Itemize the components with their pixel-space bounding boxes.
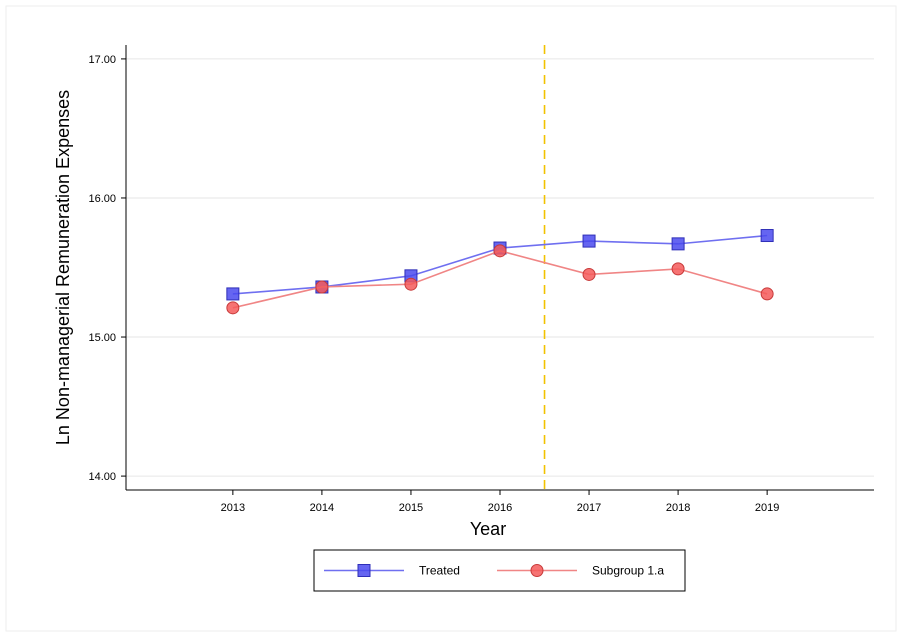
chart-background	[5, 5, 897, 632]
x-axis-title: Year	[470, 519, 506, 539]
y-axis-title: Ln Non-managerial Remuneration Expenses	[53, 90, 73, 445]
legend: Treated Subgroup 1.a	[313, 549, 686, 592]
data-point-series-2	[493, 244, 507, 258]
data-point-series-2	[760, 287, 774, 301]
x-tick-label: 2018	[666, 502, 690, 514]
x-tick-label: 2014	[310, 502, 334, 514]
y-tick-label: 14.00	[88, 471, 116, 483]
legend-marker-1	[357, 564, 371, 577]
data-point-series-1	[760, 229, 774, 243]
axes: 14.00 15.00 16.00 17.00 2013 2014 2015 2016 2017…	[88, 45, 874, 514]
data-point-series-2	[315, 280, 329, 294]
legend-marker-2	[530, 564, 544, 577]
y-tick-label: 17.00	[88, 54, 116, 66]
y-tick-label: 16.00	[88, 193, 116, 205]
y-tick-label: 15.00	[88, 332, 116, 344]
x-tick-label: 2015	[399, 502, 423, 514]
data-point-series-1	[226, 287, 240, 301]
data-point-series-1	[582, 234, 596, 248]
x-tick-label: 2017	[577, 502, 601, 514]
legend-label-1: Treated	[419, 564, 460, 578]
series-layer	[226, 229, 774, 315]
data-point-series-2	[671, 262, 685, 276]
x-tick-label: 2019	[755, 502, 779, 514]
data-point-series-2	[582, 267, 596, 281]
data-point-series-1	[671, 237, 685, 251]
legend-label-2: Subgroup 1.a	[592, 564, 664, 578]
data-point-series-2	[404, 277, 418, 291]
x-tick-label: 2016	[488, 502, 512, 514]
gridlines	[126, 58, 874, 477]
data-point-series-2	[226, 301, 240, 315]
x-tick-label: 2013	[221, 502, 245, 514]
